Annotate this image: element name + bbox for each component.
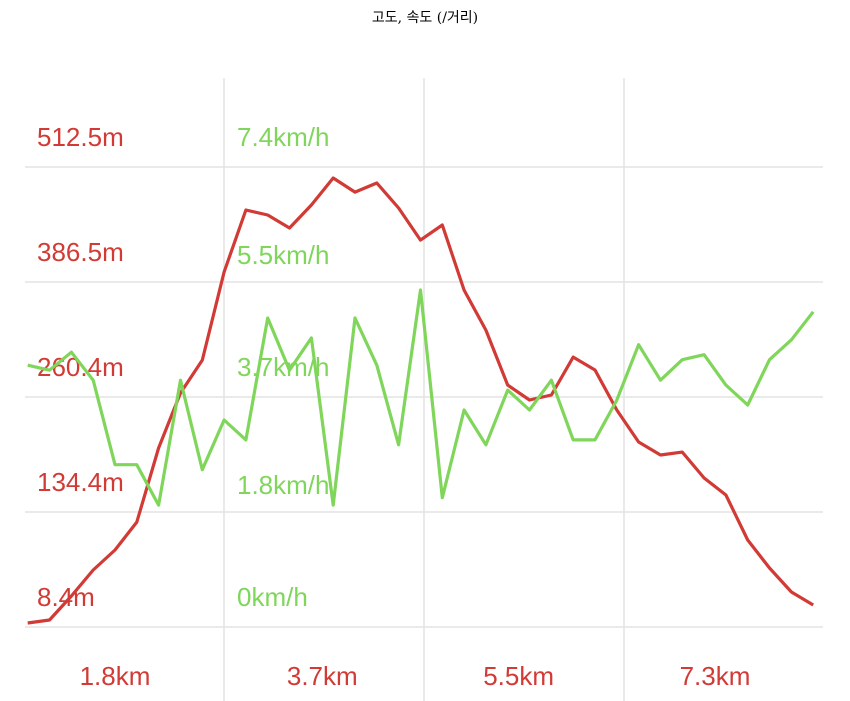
y-tick-label: 134.4m [37,467,124,497]
y-tick-label: 8.4m [37,582,95,612]
x-tick-label: 7.3km [680,661,751,691]
y-tick-label: 512.5m [37,122,124,152]
chart-title: 고도, 속도 (/거리) [372,10,478,26]
y2-tick-label: 0km/h [237,582,308,612]
series-line [27,288,815,507]
y2-tick-label: 7.4km/h [237,122,330,152]
y2-tick-label: 5.5km/h [237,240,330,270]
y-tick-label: 386.5m [37,237,124,267]
series-line [27,176,815,625]
y2-tick-label: 1.8km/h [237,470,330,500]
x-separators [223,78,625,701]
x-tick-label: 3.7km [287,661,358,691]
y-tick-label: 260.4m [37,352,124,382]
x-tick-label: 5.5km [483,661,554,691]
x-tick-label: 1.8km [80,661,151,691]
